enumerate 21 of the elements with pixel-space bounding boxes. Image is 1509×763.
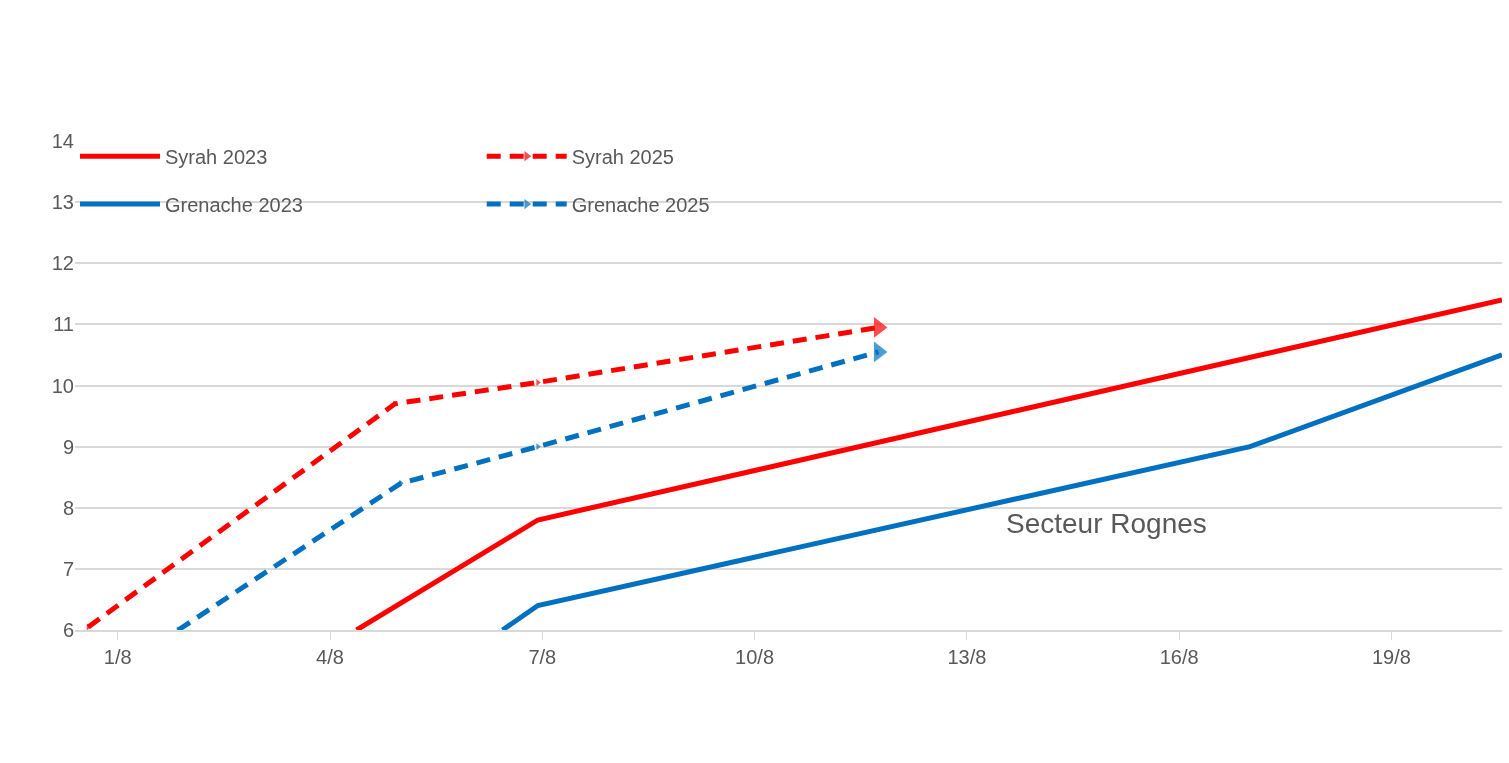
x-tick-label: 19/8 xyxy=(1371,646,1411,668)
legend-label: Syrah 2023 xyxy=(165,145,268,168)
x-tick-label: 7/8 xyxy=(528,646,557,668)
y-tick-label: 8 xyxy=(62,496,74,519)
y-tick-label: 6 xyxy=(62,619,74,641)
y-tick-label: 10 xyxy=(51,374,74,397)
y-tick-label: 11 xyxy=(53,313,74,336)
legend-label: Syrah 2025 xyxy=(571,145,674,168)
x-tick-label: 13/8 xyxy=(947,646,987,668)
y-tick-label: 14 xyxy=(51,130,74,152)
annotation: Secteur Rognes xyxy=(1006,508,1207,539)
legend-label: Grenache 2025 xyxy=(571,193,710,216)
y-tick-label: 12 xyxy=(51,252,74,275)
y-tick-label: 9 xyxy=(62,435,74,458)
x-tick-label: 10/8 xyxy=(735,646,775,668)
x-tick-label: 4/8 xyxy=(316,646,344,668)
x-tick-label: 16/8 xyxy=(1159,646,1199,668)
y-tick-label: 13 xyxy=(51,191,74,214)
y-tick-label: 7 xyxy=(62,557,74,580)
legend-label: Grenache 2023 xyxy=(165,193,303,216)
x-tick-label: 1/8 xyxy=(103,646,132,668)
